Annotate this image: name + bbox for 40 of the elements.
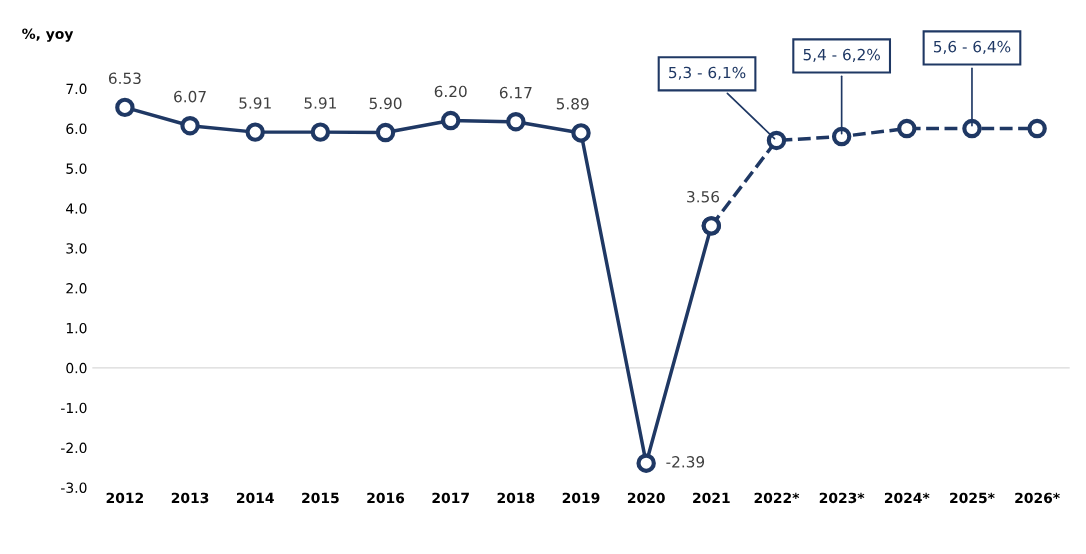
x-tick-label: 2014 (236, 492, 274, 504)
data-label: 5.90 (369, 97, 402, 110)
y-tick-label: 4.0 (66, 203, 87, 214)
y-tick-label: -2.0 (61, 442, 87, 454)
x-tick-label: 2022* (754, 492, 800, 504)
annotation: 5,4 - 6,2% (803, 48, 880, 62)
data-label: 6.07 (174, 90, 206, 103)
x-tick-label: 2021 (693, 492, 730, 504)
x-tick-label: 2016 (367, 492, 405, 504)
y-tick-label: 5.0 (66, 163, 87, 174)
x-tick-label: 2020 (627, 492, 665, 504)
data-label: 6.20 (434, 85, 467, 98)
x-tick-label: 2023* (819, 492, 865, 504)
data-label: 5.91 (239, 97, 271, 109)
data-label: 3.56 (687, 190, 720, 203)
x-tick-label: 2019 (562, 492, 600, 504)
x-tick-label: 2017 (432, 492, 469, 504)
data-label: 5.89 (556, 98, 589, 110)
x-tick-label: 2026* (1015, 492, 1060, 504)
x-tick-label: 2013 (171, 492, 209, 504)
data-label: 6.17 (499, 86, 532, 99)
data-label: 6.53 (108, 72, 141, 85)
data-label: -2.39 (666, 456, 705, 468)
x-tick-label: 2018 (497, 492, 535, 504)
y-axis-title: %, yoy (22, 28, 74, 42)
y-tick-label: 0.0 (66, 362, 87, 374)
y-tick-label: 3.0 (66, 243, 87, 254)
y-tick-label: -1.0 (61, 402, 87, 414)
annotation: 5,6 - 6,4% (933, 40, 1011, 54)
y-tick-label: 6.0 (66, 123, 87, 134)
annotation: 5,3 - 6,1% (669, 66, 746, 80)
x-tick-label: 2024* (884, 492, 930, 504)
data-label: 5.91 (304, 97, 336, 109)
x-tick-label: 2025* (950, 492, 995, 504)
x-tick-label: 2012 (106, 492, 144, 504)
y-tick-label: 2.0 (66, 283, 87, 294)
y-tick-label: 7.0 (66, 83, 87, 95)
x-tick-label: 2015 (302, 492, 339, 504)
y-tick-label: 1.0 (66, 322, 87, 334)
y-tick-label: -3.0 (61, 482, 87, 493)
